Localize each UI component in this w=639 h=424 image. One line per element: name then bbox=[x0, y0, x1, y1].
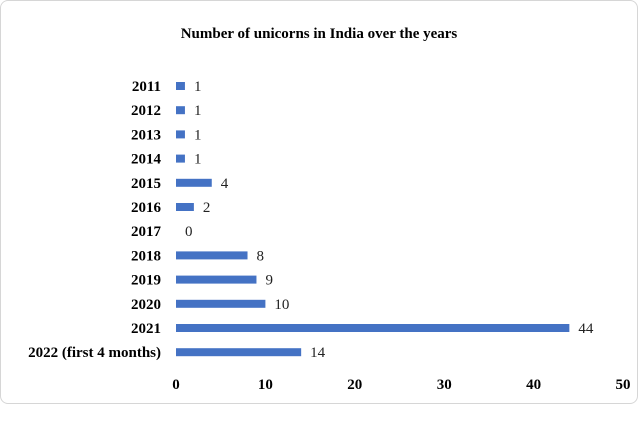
data-label-7: 8 bbox=[257, 248, 265, 264]
bar-3 bbox=[176, 154, 185, 163]
category-label-5: 2016 bbox=[131, 200, 162, 216]
x-tick-label-3: 30 bbox=[437, 377, 452, 393]
data-label-11: 14 bbox=[310, 345, 326, 361]
chart-frame: Number of unicorns in India over the yea… bbox=[0, 0, 638, 404]
bar-9 bbox=[176, 299, 266, 308]
data-label-0: 1 bbox=[194, 79, 202, 95]
x-axis-ticks: 0 10 20 30 40 50 bbox=[172, 377, 630, 393]
bar-7 bbox=[176, 251, 248, 260]
category-label-2: 2013 bbox=[131, 127, 161, 143]
x-tick-label-2: 20 bbox=[347, 377, 362, 393]
data-label-1: 1 bbox=[194, 103, 202, 119]
bar-11 bbox=[176, 348, 302, 357]
bar-0 bbox=[176, 82, 185, 90]
category-label-6: 2017 bbox=[131, 224, 162, 240]
category-label-9: 2020 bbox=[131, 297, 161, 313]
bar-8 bbox=[176, 275, 257, 284]
data-label-8: 9 bbox=[265, 273, 273, 289]
category-label-3: 2014 bbox=[131, 152, 162, 168]
category-label-11: 2022 (first 4 months) bbox=[28, 345, 161, 361]
data-label-6: 0 bbox=[185, 224, 193, 240]
category-label-8: 2019 bbox=[131, 273, 161, 289]
data-label-5: 2 bbox=[203, 200, 211, 216]
category-label-7: 2018 bbox=[131, 248, 161, 264]
x-tick-label-1: 10 bbox=[258, 377, 273, 393]
chart-title: Number of unicorns in India over the yea… bbox=[180, 26, 458, 42]
category-label-10: 2021 bbox=[131, 321, 161, 337]
bars-group bbox=[176, 82, 570, 357]
data-label-4: 4 bbox=[221, 176, 229, 192]
category-label-4: 2015 bbox=[131, 176, 161, 192]
category-label-1: 2012 bbox=[131, 103, 161, 119]
data-label-2: 1 bbox=[194, 127, 202, 143]
bar-4 bbox=[176, 178, 212, 187]
bar-1 bbox=[176, 106, 185, 115]
data-label-9: 10 bbox=[274, 297, 289, 313]
category-label-0: 2011 bbox=[132, 79, 161, 95]
bar-2 bbox=[176, 130, 185, 139]
x-tick-label-5: 50 bbox=[616, 377, 631, 393]
x-tick-label-0: 0 bbox=[172, 377, 180, 393]
x-tick-label-4: 40 bbox=[526, 377, 541, 393]
bar-5 bbox=[176, 203, 194, 211]
category-labels: 2011 2012 2013 2014 2015 2016 2017 2018 2019 2020… bbox=[28, 79, 161, 361]
data-label-3: 1 bbox=[194, 152, 202, 168]
bar-chart: 2011201220132014201520162017201820192020… bbox=[28, 79, 630, 393]
data-label-10: 44 bbox=[578, 321, 594, 337]
bar-10 bbox=[176, 324, 570, 332]
